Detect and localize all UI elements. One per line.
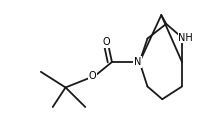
Text: NH: NH bbox=[178, 33, 193, 43]
Text: O: O bbox=[89, 71, 96, 81]
Text: O: O bbox=[102, 37, 110, 47]
Text: N: N bbox=[134, 57, 141, 67]
